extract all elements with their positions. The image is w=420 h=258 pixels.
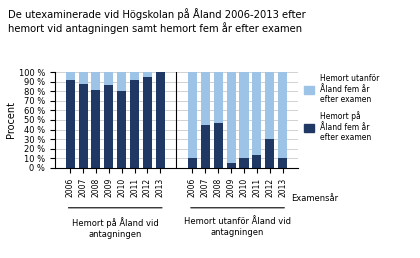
- Bar: [201, 72, 210, 125]
- Bar: [265, 72, 274, 139]
- Bar: [278, 72, 287, 158]
- Bar: [92, 90, 100, 168]
- Bar: [117, 72, 126, 91]
- Bar: [239, 72, 249, 158]
- Bar: [130, 80, 139, 168]
- Bar: [227, 72, 236, 163]
- Bar: [92, 72, 100, 90]
- Bar: [252, 72, 261, 155]
- Text: Hemort på Åland vid
antagningen: Hemort på Åland vid antagningen: [72, 217, 159, 239]
- Bar: [117, 91, 126, 168]
- Bar: [278, 158, 287, 168]
- Legend: Hemort utanför
Åland fem år
efter examen, Hemort på
Åland fem år
efter examen: Hemort utanför Åland fem år efter examen…: [304, 74, 379, 142]
- Bar: [104, 72, 113, 85]
- Bar: [227, 163, 236, 168]
- Bar: [265, 139, 274, 168]
- Bar: [66, 80, 75, 168]
- Bar: [188, 158, 197, 168]
- Bar: [214, 123, 223, 168]
- Bar: [143, 77, 152, 168]
- Bar: [130, 72, 139, 80]
- Bar: [66, 72, 75, 80]
- Bar: [104, 85, 113, 168]
- Bar: [214, 72, 223, 123]
- Bar: [79, 84, 87, 168]
- Bar: [252, 155, 261, 168]
- Y-axis label: Procent: Procent: [6, 101, 16, 139]
- Text: Hemort utanför Åland vid
antagningen: Hemort utanför Åland vid antagningen: [184, 217, 291, 237]
- Bar: [239, 158, 249, 168]
- Bar: [143, 72, 152, 77]
- Bar: [79, 72, 87, 84]
- Bar: [156, 72, 165, 168]
- Bar: [201, 125, 210, 168]
- Bar: [188, 72, 197, 158]
- Text: Examensår: Examensår: [291, 195, 338, 203]
- Text: De utexaminerade vid Högskolan på Åland 2006-2013 efter
hemort vid antagningen s: De utexaminerade vid Högskolan på Åland …: [8, 8, 306, 34]
